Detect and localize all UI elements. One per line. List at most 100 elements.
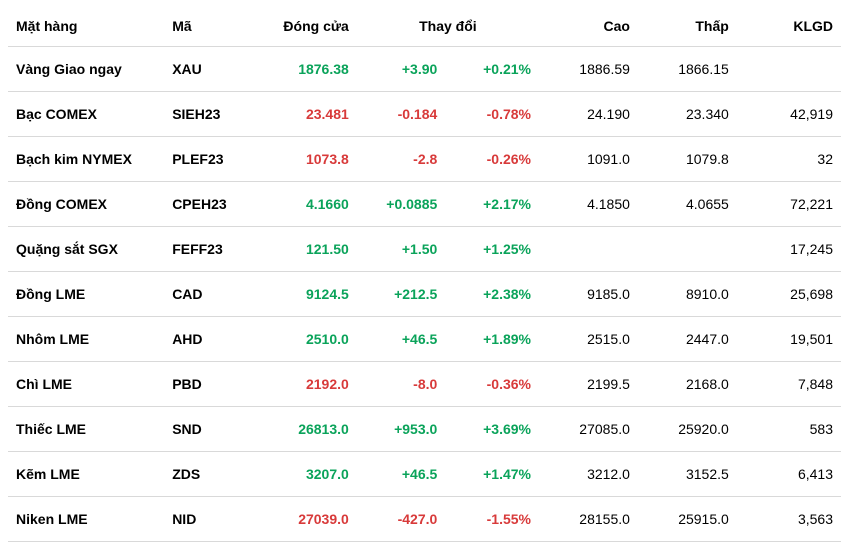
cell-high: 4.1850 [539,182,638,227]
cell-code: SIEH23 [164,92,258,137]
col-header-code: Mã [164,8,258,47]
cell-name: Bạch kim NYMEX [8,137,164,182]
cell-close: 121.50 [258,227,357,272]
cell-low: 2168.0 [638,362,737,407]
cell-change-abs: +0.0885 [357,182,446,227]
cell-volume: 42,919 [737,92,841,137]
cell-close: 3207.0 [258,452,357,497]
col-header-close: Đóng cửa [258,8,357,47]
cell-code: ZDS [164,452,258,497]
cell-low: 8910.0 [638,272,737,317]
cell-change-abs: +212.5 [357,272,446,317]
table-row: Bạch kim NYMEXPLEF231073.8-2.8-0.26%1091… [8,137,841,182]
cell-low: 3152.5 [638,452,737,497]
cell-change-pct: +3.69% [445,407,539,452]
cell-code: CAD [164,272,258,317]
cell-change-pct: +2.38% [445,272,539,317]
cell-high: 27085.0 [539,407,638,452]
table-row: Kẽm LMEZDS3207.0+46.5+1.47%3212.03152.56… [8,452,841,497]
cell-high: 24.190 [539,92,638,137]
col-header-name: Mặt hàng [8,8,164,47]
cell-change-abs: +3.90 [357,47,446,92]
cell-name: Nhôm LME [8,317,164,362]
cell-change-pct: +1.47% [445,452,539,497]
table-row: Vàng Giao ngayXAU1876.38+3.90+0.21%1886.… [8,47,841,92]
table-row: Chì LMEPBD2192.0-8.0-0.36%2199.52168.07,… [8,362,841,407]
cell-high: 1091.0 [539,137,638,182]
table-header-row: Mặt hàng Mã Đóng cửa Thay đổi Cao Thấp K… [8,8,841,47]
table-row: Quặng sắt SGXFEFF23121.50+1.50+1.25% 17,2… [8,227,841,272]
cell-code: PLEF23 [164,137,258,182]
cell-code: CPEH23 [164,182,258,227]
cell-low: 4.0655 [638,182,737,227]
cell-change-abs: +1.50 [357,227,446,272]
table-body: Vàng Giao ngayXAU1876.38+3.90+0.21%1886.… [8,47,841,542]
cell-low: 25920.0 [638,407,737,452]
col-header-change: Thay đổi [357,8,539,47]
cell-change-pct: -0.78% [445,92,539,137]
cell-code: SND [164,407,258,452]
cell-volume: 583 [737,407,841,452]
cell-code: AHD [164,317,258,362]
cell-name: Quặng sắt SGX [8,227,164,272]
cell-change-pct: +1.25% [445,227,539,272]
cell-close: 26813.0 [258,407,357,452]
cell-high: 2199.5 [539,362,638,407]
col-header-high: Cao [539,8,638,47]
cell-volume [737,47,841,92]
cell-change-pct: +1.89% [445,317,539,362]
col-header-volume: KLGD [737,8,841,47]
cell-name: Thiếc LME [8,407,164,452]
cell-volume: 19,501 [737,317,841,362]
cell-close: 4.1660 [258,182,357,227]
cell-name: Chì LME [8,362,164,407]
cell-volume: 25,698 [737,272,841,317]
cell-change-pct: +0.21% [445,47,539,92]
cell-name: Kẽm LME [8,452,164,497]
cell-low [638,227,737,272]
cell-name: Đồng LME [8,272,164,317]
cell-change-pct: -0.36% [445,362,539,407]
cell-change-abs: -0.184 [357,92,446,137]
cell-close: 1073.8 [258,137,357,182]
cell-high: 2515.0 [539,317,638,362]
col-header-low: Thấp [638,8,737,47]
cell-low: 2447.0 [638,317,737,362]
cell-name: Vàng Giao ngay [8,47,164,92]
cell-change-pct: -0.26% [445,137,539,182]
cell-code: PBD [164,362,258,407]
cell-high: 3212.0 [539,452,638,497]
cell-name: Đồng COMEX [8,182,164,227]
cell-volume: 17,245 [737,227,841,272]
table-row: Nhôm LMEAHD2510.0+46.5+1.89%2515.02447.0… [8,317,841,362]
cell-change-abs: +46.5 [357,317,446,362]
cell-volume: 32 [737,137,841,182]
cell-low: 1866.15 [638,47,737,92]
cell-volume: 7,848 [737,362,841,407]
cell-close: 9124.5 [258,272,357,317]
cell-close: 23.481 [258,92,357,137]
cell-close: 2192.0 [258,362,357,407]
cell-high: 1886.59 [539,47,638,92]
cell-name: Bạc COMEX [8,92,164,137]
table-row: Thiếc LMESND26813.0+953.0+3.69%27085.025… [8,407,841,452]
cell-close: 1876.38 [258,47,357,92]
cell-low: 1079.8 [638,137,737,182]
cell-high: 9185.0 [539,272,638,317]
cell-code: FEFF23 [164,227,258,272]
table-row: Bạc COMEXSIEH2323.481-0.184-0.78%24.1902… [8,92,841,137]
cell-change-abs: -8.0 [357,362,446,407]
table-row: Đồng LMECAD9124.5+212.5+2.38%9185.08910.… [8,272,841,317]
cell-close: 2510.0 [258,317,357,362]
table-row: Đồng COMEXCPEH234.1660+0.0885+2.17%4.185… [8,182,841,227]
cell-change-pct: +2.17% [445,182,539,227]
cell-change-abs: +46.5 [357,452,446,497]
cell-high [539,227,638,272]
cell-volume: 72,221 [737,182,841,227]
commodities-table: Mặt hàng Mã Đóng cửa Thay đổi Cao Thấp K… [8,8,841,542]
cell-change-abs: +953.0 [357,407,446,452]
cell-low: 23.340 [638,92,737,137]
cell-volume: 6,413 [737,452,841,497]
cell-change-abs: -2.8 [357,137,446,182]
cell-code: XAU [164,47,258,92]
